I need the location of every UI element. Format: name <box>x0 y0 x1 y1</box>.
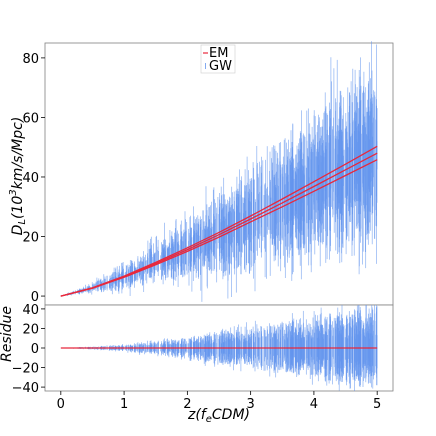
legend: EM GW <box>200 44 236 74</box>
y-tick-label-residual: 0 <box>31 342 39 357</box>
y-tick-label: 60 <box>22 111 39 126</box>
em-curve-3 <box>60 145 378 297</box>
y-axis-ticks-residual: 40 20 0 −20 −40 <box>12 303 45 396</box>
x-tick-label: 4 <box>310 397 318 412</box>
legend-gw-label: GW <box>209 59 232 74</box>
y-axis-ticks-main: 0 20 40 60 80 <box>22 52 45 305</box>
x-axis-ticks: 0 1 2 3 4 5 <box>57 391 381 412</box>
y-axis-label-residual: Residue <box>0 306 15 362</box>
x-tick-label: 2 <box>183 397 191 412</box>
y-tick-label-residual: −40 <box>12 381 39 396</box>
x-tick-label: 1 <box>120 397 128 412</box>
y-tick-label: 40 <box>22 171 39 186</box>
em-curves <box>60 145 378 297</box>
x-tick-label: 0 <box>57 397 65 412</box>
y-tick-label-residual: −20 <box>12 362 39 377</box>
x-tick-label: 3 <box>246 397 254 412</box>
x-tick-label: 5 <box>373 397 381 412</box>
legend-em-label: EM <box>209 46 228 61</box>
y-tick-label-residual: 40 <box>22 303 39 318</box>
x-axis-label: z(feCDM) <box>187 407 250 425</box>
legend-box <box>200 44 236 74</box>
y-axis-label-main: DL(103km/s/Mpc) <box>8 117 28 236</box>
y-tick-label: 20 <box>22 231 39 246</box>
y-tick-label-residual: 20 <box>22 322 39 337</box>
y-tick-label: 80 <box>22 52 39 67</box>
y-tick-label: 0 <box>31 290 39 305</box>
